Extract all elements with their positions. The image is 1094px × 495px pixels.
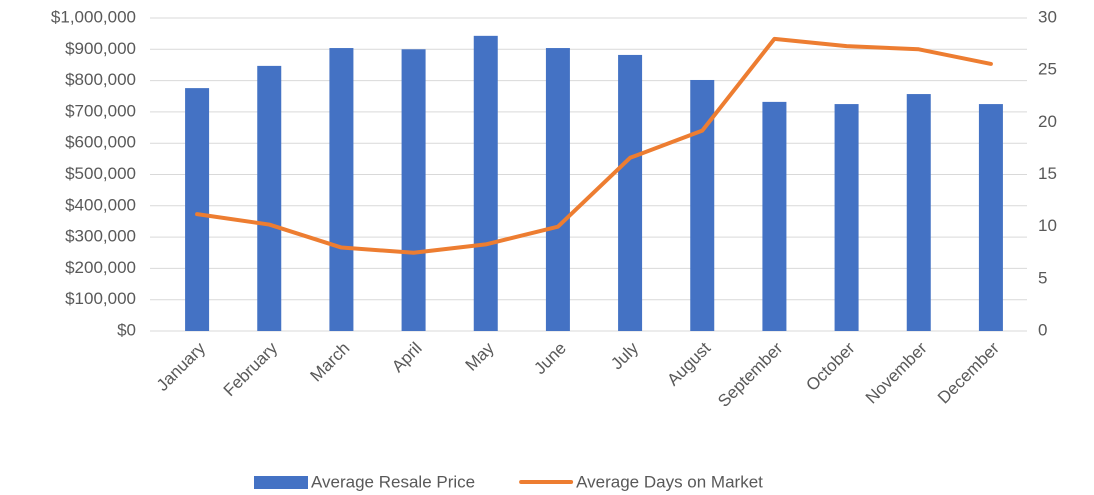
legend-label: Average Resale Price <box>311 472 475 491</box>
bar <box>185 88 210 331</box>
line <box>195 36 993 255</box>
y-tick-label: $1,000,000 <box>51 7 136 26</box>
y-tick-label: $200,000 <box>65 258 136 277</box>
y-tick-label: $900,000 <box>65 39 136 58</box>
x-tick-label: July <box>607 338 642 373</box>
y2-tick-label: 30 <box>1038 7 1057 26</box>
y2-tick-label: 15 <box>1038 164 1057 183</box>
bar <box>762 101 787 331</box>
bar <box>906 94 931 332</box>
x-tick-label: December <box>934 338 1003 407</box>
bar <box>834 104 859 331</box>
bar <box>257 65 282 331</box>
legend-label: Average Days on Market <box>576 472 763 491</box>
y-tick-label: $400,000 <box>65 195 136 214</box>
y2-tick-label: 20 <box>1038 112 1057 131</box>
bar <box>618 54 643 332</box>
bar <box>401 49 426 332</box>
x-tick-label: June <box>530 339 570 379</box>
y2-tick-label: 10 <box>1038 216 1057 235</box>
bar <box>545 48 570 331</box>
y-tick-label: $600,000 <box>65 133 136 152</box>
y2-tick-label: 0 <box>1038 320 1047 339</box>
y-tick-label: $800,000 <box>65 70 136 89</box>
legend-swatch <box>254 476 308 489</box>
bar <box>473 35 498 331</box>
y2-tick-label: 25 <box>1038 60 1057 79</box>
y2-tick-label: 5 <box>1038 268 1047 287</box>
bar <box>978 104 1003 331</box>
y-tick-label: $0 <box>117 320 136 339</box>
y-tick-label: $100,000 <box>65 289 136 308</box>
y-tick-label: $300,000 <box>65 227 136 246</box>
x-tick-label: February <box>220 338 282 400</box>
x-tick-label: April <box>388 339 425 376</box>
x-tick-label: May <box>462 338 498 374</box>
y-tick-label: $500,000 <box>65 164 136 183</box>
y-tick-label: $700,000 <box>65 101 136 120</box>
x-tick-label: January <box>153 338 210 395</box>
x-tick-label: September <box>714 338 786 410</box>
x-tick-label: March <box>307 339 354 386</box>
x-tick-label: October <box>802 338 858 394</box>
bar <box>329 48 354 331</box>
x-tick-label: November <box>862 338 931 407</box>
x-tick-label: August <box>663 338 714 389</box>
